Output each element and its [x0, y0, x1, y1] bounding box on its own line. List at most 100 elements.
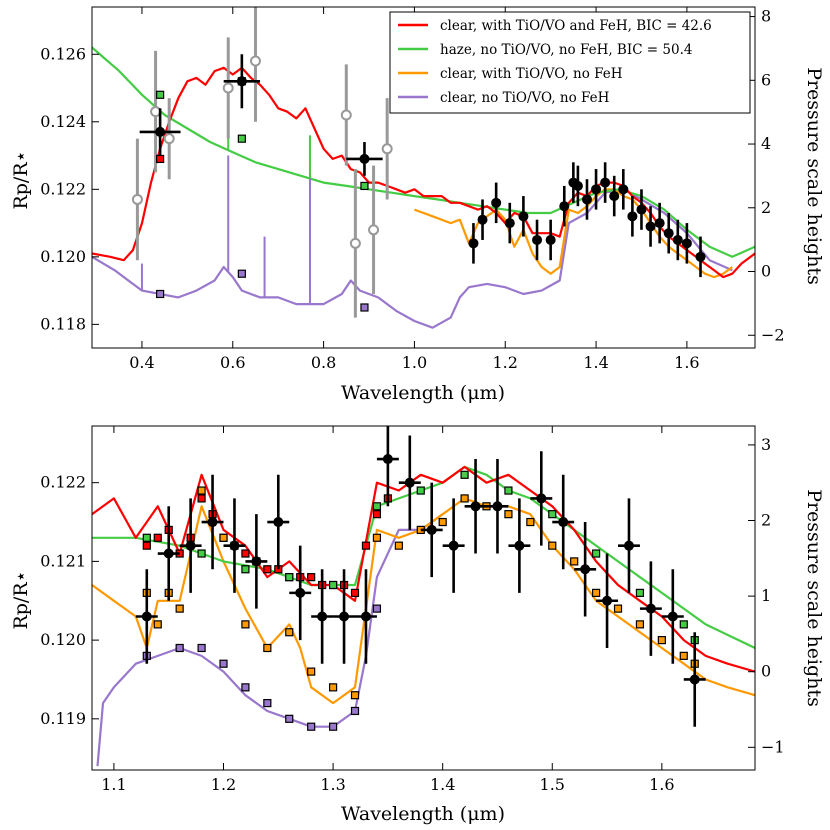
top-x-tick-label: 0.8	[311, 353, 336, 372]
top-binned-model-square	[156, 289, 165, 299]
top-x-tick-label: 0.4	[129, 353, 154, 372]
bottom-binned-model-square	[679, 651, 688, 660]
bottom-binned-model-square	[142, 541, 151, 550]
top-binned-model-square	[156, 154, 165, 164]
bottom-y2-tick-label: 3	[761, 435, 771, 454]
bottom-binned-model-square	[285, 628, 294, 637]
bottom-binned-model-square	[175, 643, 184, 653]
top-gray-point	[340, 109, 352, 121]
bottom-binned-model-square	[438, 517, 447, 527]
top-y-axis-label: Rp/R⋆	[10, 150, 32, 209]
top-data-point	[559, 201, 570, 212]
top-axes-frame	[91, 6, 756, 349]
top-y-tick-label: 0.124	[40, 112, 86, 131]
bottom-binned-model-square	[307, 722, 316, 731]
bottom-binned-model-square	[263, 565, 272, 574]
bottom-data-point	[141, 611, 152, 622]
bottom-binned-model-square	[460, 470, 469, 479]
bottom-binned-model-square	[241, 620, 250, 629]
bottom-binned-model-square	[372, 533, 382, 542]
top-x-tick-label: 1.6	[674, 353, 699, 372]
bottom-binned-model-square	[285, 714, 294, 723]
bottom-y2-tick-label: −1	[761, 737, 785, 756]
top-data-point	[681, 238, 692, 249]
bottom-plot-area	[92, 426, 755, 767]
bottom-binned-model-square	[219, 659, 228, 668]
top-y-tick-label: 0.126	[40, 44, 86, 63]
top-y2-tick-label: 8	[761, 7, 771, 26]
bottom-data-point	[667, 611, 678, 622]
top-x-tick-label: 0.6	[220, 353, 245, 372]
bottom-data-point	[580, 564, 591, 575]
top-data-point	[600, 177, 611, 188]
top-gray-point	[150, 106, 162, 118]
top-y-tick-label: 0.118	[40, 314, 86, 333]
bottom-series-clear-with-tio-vo-no-feh	[92, 497, 755, 705]
bottom-binned-model-square	[197, 486, 206, 495]
top-data-point	[572, 180, 583, 191]
top-y2-tick-label: −2	[761, 325, 785, 344]
top-gray-point	[222, 82, 234, 94]
bottom-binned-model-square	[350, 588, 360, 597]
bottom-binned-model-square	[372, 502, 382, 511]
bottom-binned-model-square	[679, 620, 688, 629]
bottom-x-tick-label: 1.4	[430, 775, 455, 794]
bottom-binned-model-square	[197, 549, 206, 558]
top-binned-model-square	[360, 181, 369, 191]
bottom-data-point	[448, 540, 459, 551]
bottom-binned-model-square	[635, 620, 645, 629]
bottom-binned-model-square	[591, 549, 601, 558]
top-gray-point	[368, 224, 380, 236]
bottom-binned-model-square	[328, 722, 338, 731]
top-binned-model-square	[237, 269, 246, 278]
top-series-clear-no-tio-vo-no-feh	[92, 188, 733, 329]
bottom-binned-model-square	[197, 643, 206, 653]
bottom-x-tick-label: 1.2	[211, 775, 236, 794]
bottom-binned-model-square	[570, 557, 579, 566]
bottom-binned-model-square	[361, 541, 371, 550]
legend-label-1: haze, no TiO/VO, no FeH, BIC = 50.4	[440, 42, 692, 58]
top-gray-point	[131, 193, 143, 205]
bottom-data-point	[470, 501, 481, 512]
bottom-binned-model-square	[504, 510, 513, 519]
top-data-point	[645, 221, 656, 232]
bottom-binned-model-square	[241, 549, 250, 558]
top-y2-tick-label: 0	[761, 262, 771, 281]
top-data-point	[672, 234, 683, 245]
bottom-data-point	[163, 548, 174, 559]
bottom-binned-model-square	[416, 486, 425, 495]
bottom-y-tick-label: 0.120	[40, 630, 86, 649]
bottom-binned-model-square	[657, 636, 666, 645]
bottom-binned-model-square	[372, 604, 382, 613]
top-gray-point	[349, 237, 361, 249]
bottom-series-clear-no-tio-vo-no-feh	[96, 513, 444, 767]
top-data-point	[581, 194, 592, 205]
bottom-y2-tick-label: 0	[761, 662, 771, 681]
bottom-binned-model-square	[460, 494, 469, 503]
bottom-binned-model-square	[591, 588, 601, 597]
bottom-data-point	[251, 556, 262, 567]
bottom-data-point	[514, 540, 525, 551]
top-y2-tick-label: 6	[761, 70, 771, 89]
bottom-binned-model-square	[307, 573, 316, 582]
top-x-tick-label: 1.0	[402, 353, 427, 372]
top-plot-area	[92, 7, 755, 329]
bottom-binned-model-square	[241, 683, 250, 692]
bottom-x-tick-label: 1.1	[101, 775, 126, 794]
top-x-axis-label: Wavelength (μm)	[341, 382, 505, 404]
bottom-x-axis-label: Wavelength (μm)	[341, 803, 505, 825]
top-gray-point	[249, 55, 261, 67]
top-y-tick-label: 0.120	[40, 247, 86, 266]
top-ticks: 0.4 0.6 0.8 1.0 1.2 1.4 1.6 0.118 0.120 0.122 0.12…	[40, 7, 784, 372]
bottom-series-clear-with-tio-vo-and-feh	[92, 465, 755, 673]
top-y2-tick-label: 4	[761, 134, 771, 153]
legend-label-2: clear, with TiO/VO, no FeH	[440, 66, 623, 82]
bottom-binned-model-square	[175, 604, 184, 613]
top-data-point	[518, 211, 529, 222]
bottom-data-point	[645, 603, 656, 614]
bottom-binned-model-square	[350, 691, 360, 700]
top-x-tick-label: 1.4	[583, 353, 608, 372]
top-data-point	[545, 234, 556, 245]
top-binned-model-square	[360, 303, 369, 312]
